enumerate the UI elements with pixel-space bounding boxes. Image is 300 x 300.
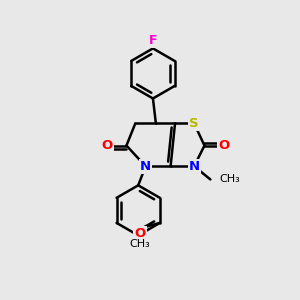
Text: O: O <box>218 139 229 152</box>
Text: CH₃: CH₃ <box>219 174 240 184</box>
Text: N: N <box>140 160 151 173</box>
Text: O: O <box>102 139 113 152</box>
Text: N: N <box>189 160 200 173</box>
Text: CH₃: CH₃ <box>130 239 151 249</box>
Text: S: S <box>189 117 199 130</box>
Text: F: F <box>149 34 157 47</box>
Text: O: O <box>134 227 146 240</box>
